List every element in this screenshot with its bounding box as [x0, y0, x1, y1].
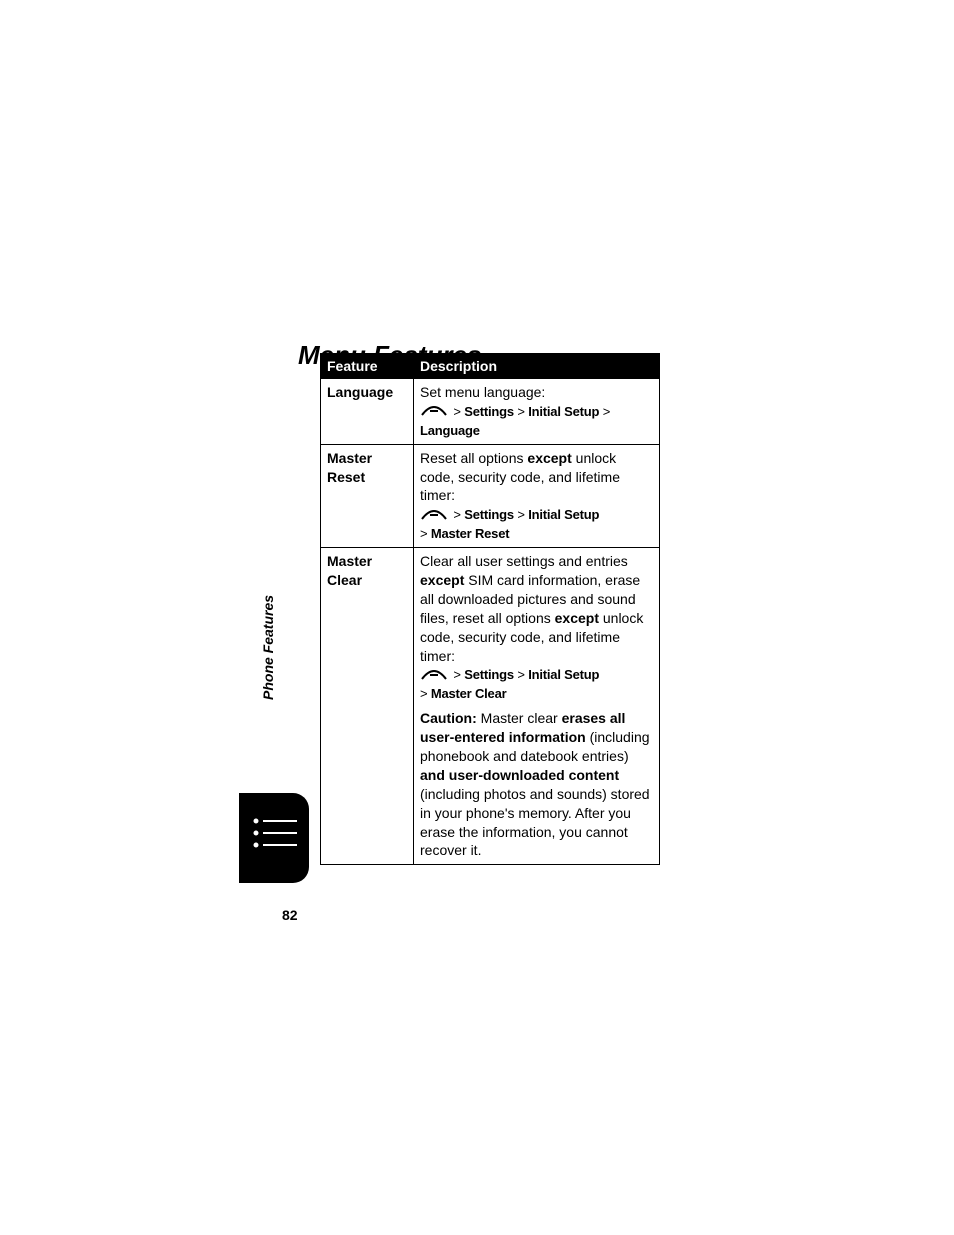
path-seg: Initial Setup	[528, 667, 599, 682]
gt: >	[453, 404, 460, 419]
mc-p1-pre: Clear all user settings and entries	[420, 553, 628, 569]
page-number: 82	[282, 907, 298, 923]
description-cell-master-clear: Clear all user settings and entries exce…	[414, 548, 660, 865]
gt: >	[517, 667, 524, 682]
feature-line: Master	[327, 553, 372, 569]
table-row: Master Clear Clear all user settings and…	[321, 548, 660, 865]
table-header-row: Feature Description	[321, 354, 660, 379]
mc-menu-path: > Settings > Initial Setup > Master Clea…	[420, 667, 599, 701]
table-row: Language Set menu language: > Settings >…	[321, 379, 660, 445]
gt: >	[420, 686, 427, 701]
feature-cell-master-clear: Master Clear	[321, 548, 414, 865]
mr-desc-pre: Reset all options	[420, 450, 527, 466]
path-seg: Settings	[464, 667, 514, 682]
col-header-feature: Feature	[321, 354, 414, 379]
features-table: Feature Description Language Set menu la…	[320, 353, 660, 865]
gt: >	[517, 404, 524, 419]
menu-key-icon	[420, 405, 448, 417]
mc-caution: Caution: Master clear erases all user-en…	[420, 709, 653, 860]
description-cell-master-reset: Reset all options except unlock code, se…	[414, 444, 660, 547]
gt: >	[603, 404, 610, 419]
feature-line: Master	[327, 450, 372, 466]
mc-para-1: Clear all user settings and entries exce…	[420, 552, 653, 703]
description-cell-language: Set menu language: > Settings > Initial …	[414, 379, 660, 445]
gt: >	[517, 507, 524, 522]
mc-p1-b2: except	[555, 610, 599, 626]
table-row: Master Reset Reset all options except un…	[321, 444, 660, 547]
caution-b2: and user-downloaded content	[420, 767, 619, 783]
language-desc: Set menu language:	[420, 384, 545, 400]
caution-pre: Master clear	[481, 710, 562, 726]
list-icon	[251, 815, 301, 855]
caution-post: (including photos and sounds) stored in …	[420, 786, 650, 859]
gt: >	[453, 507, 460, 522]
path-seg: Initial Setup	[528, 404, 599, 419]
path-seg: Language	[420, 423, 480, 438]
feature-line: Clear	[327, 572, 362, 588]
path-seg: Initial Setup	[528, 507, 599, 522]
col-header-description: Description	[414, 354, 660, 379]
path-seg: Settings	[464, 507, 514, 522]
path-seg: Master Clear	[431, 686, 507, 701]
feature-cell-master-reset: Master Reset	[321, 444, 414, 547]
mr-menu-path: > Settings > Initial Setup > Master Rese…	[420, 507, 599, 541]
feature-cell-language: Language	[321, 379, 414, 445]
gt: >	[453, 667, 460, 682]
feature-line: Reset	[327, 469, 365, 485]
path-seg: Settings	[464, 404, 514, 419]
path-seg: Master Reset	[431, 526, 510, 541]
phone-tab-icon	[239, 793, 309, 883]
menu-key-icon	[420, 669, 448, 681]
side-section-label: Phone Features	[260, 595, 276, 700]
mc-p1-b1: except	[420, 572, 464, 588]
menu-key-icon	[420, 509, 448, 521]
language-menu-path: > Settings > Initial Setup > Language	[420, 404, 610, 438]
gt: >	[420, 526, 427, 541]
caution-label: Caution:	[420, 710, 481, 726]
mr-desc-bold: except	[527, 450, 571, 466]
